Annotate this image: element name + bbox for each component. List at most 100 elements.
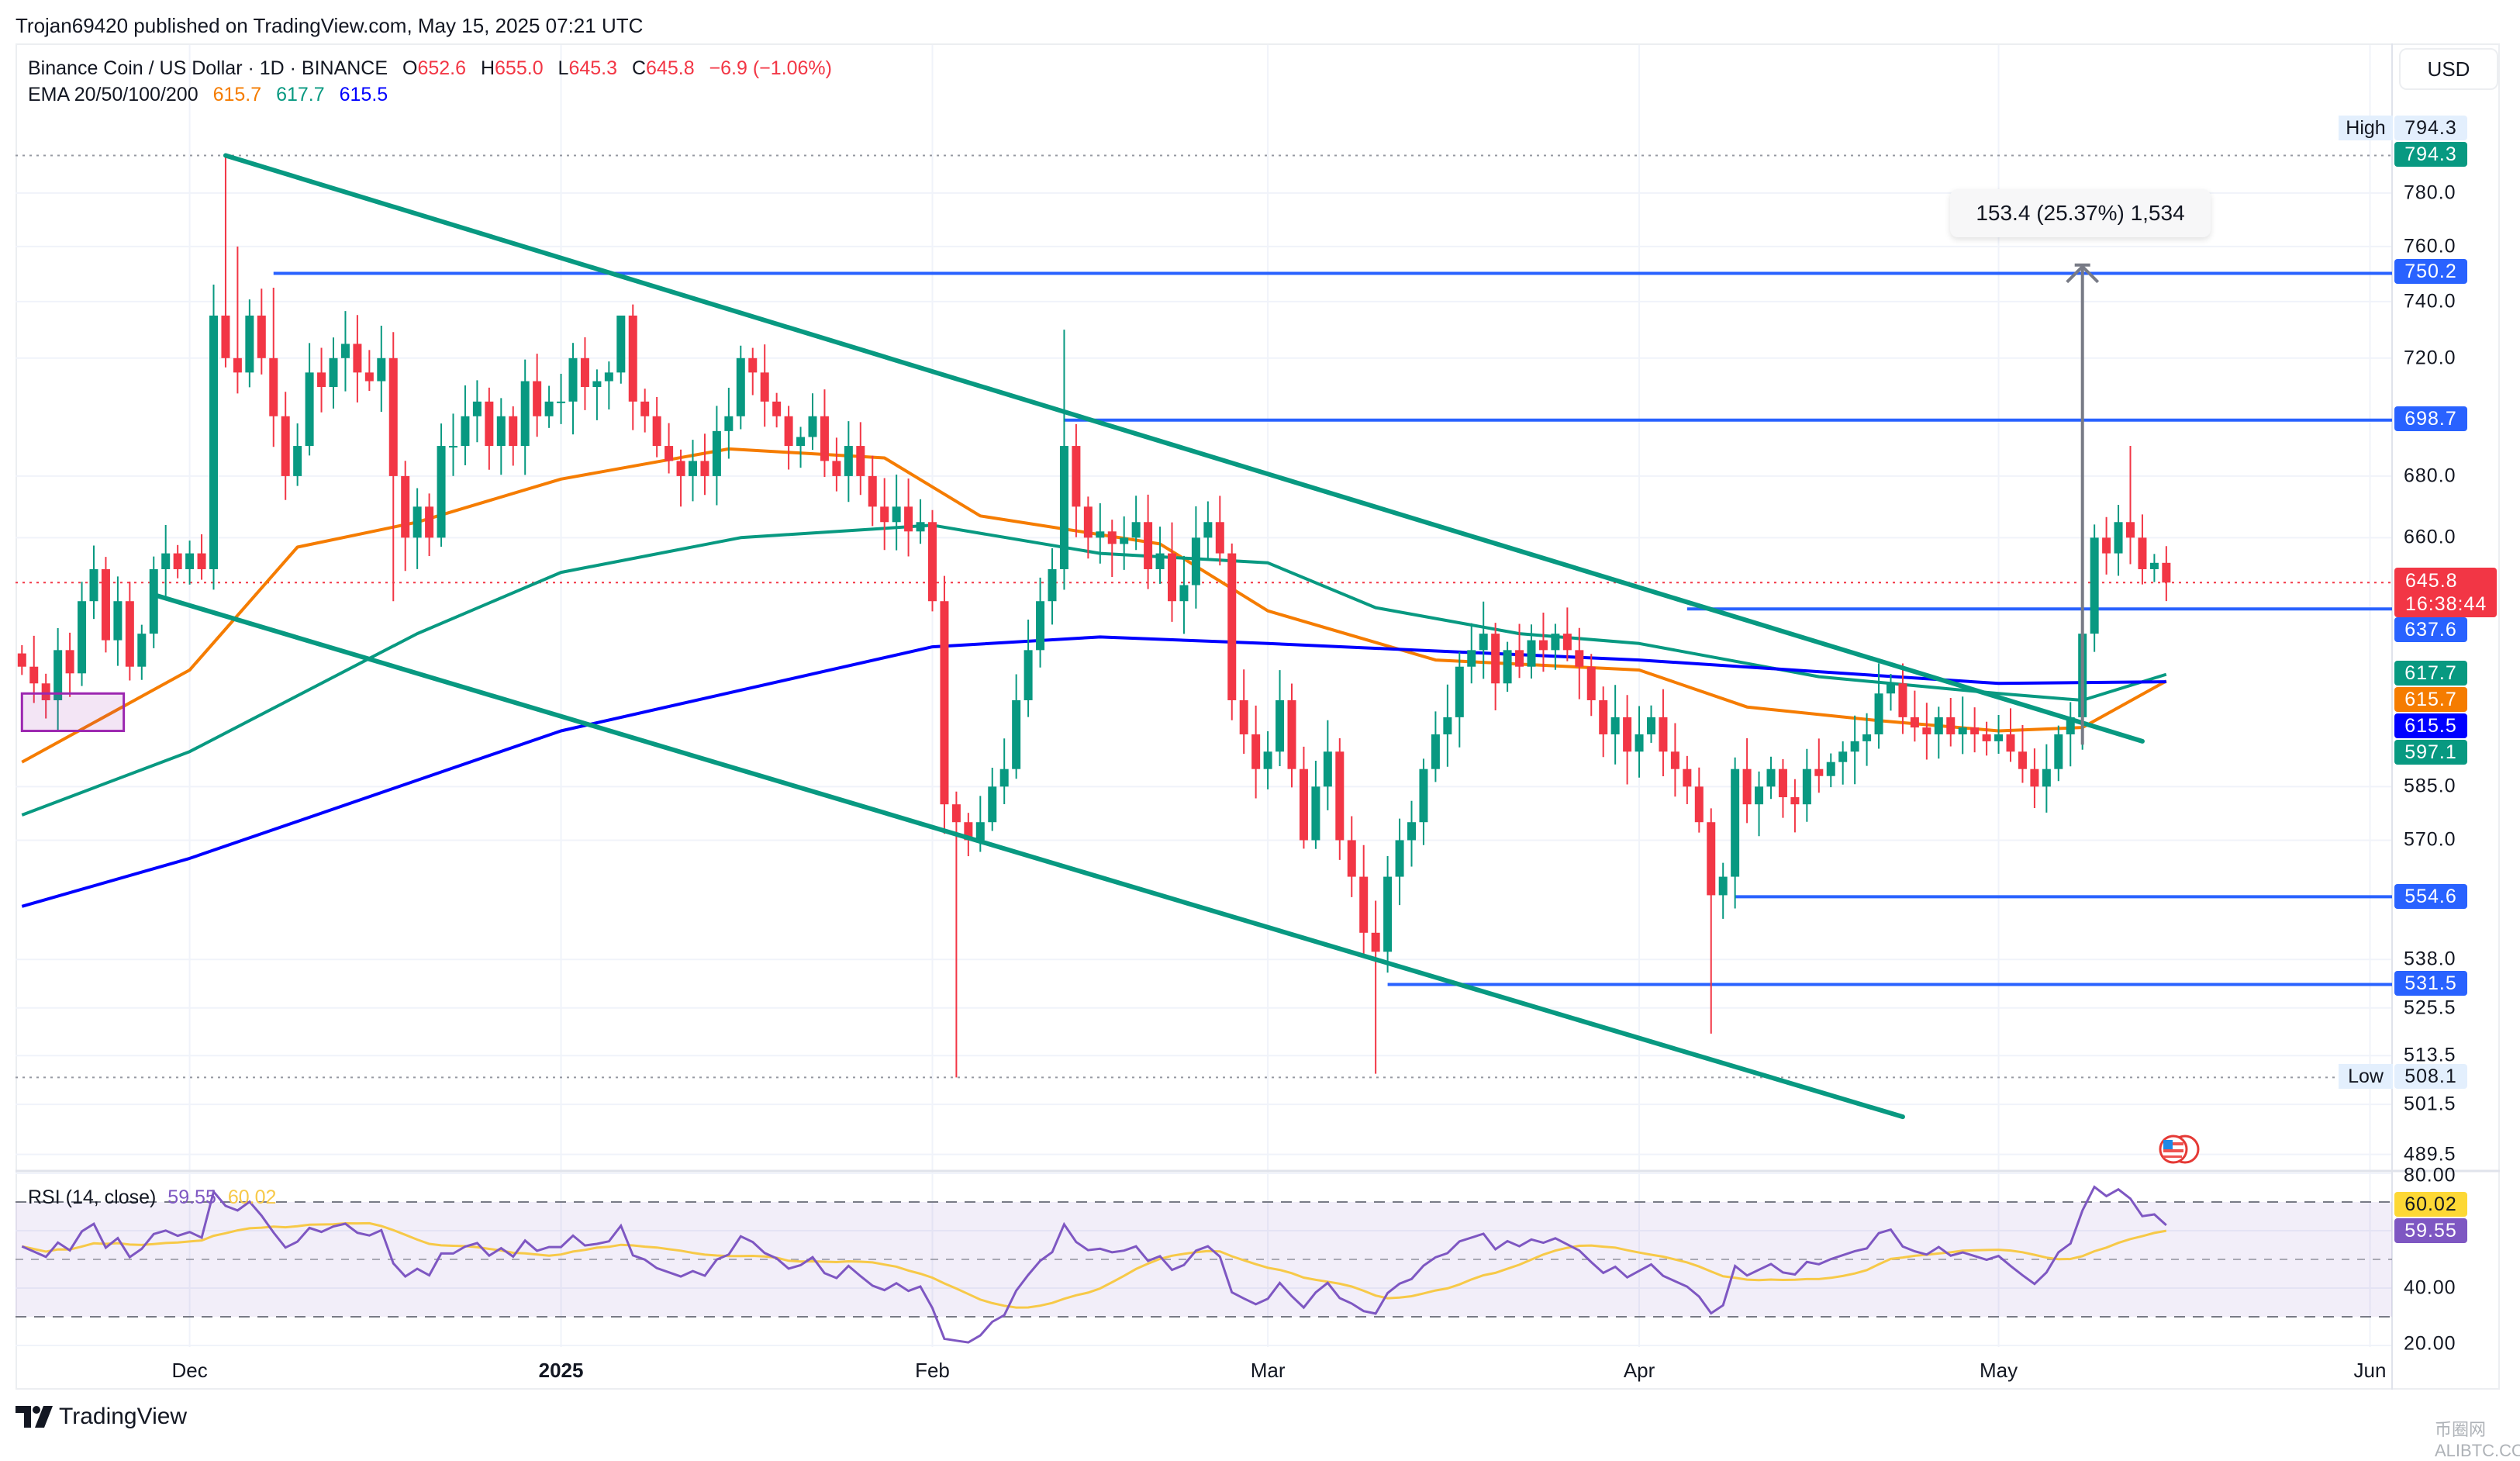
candle-body [1431,734,1440,769]
candles [17,155,2171,1078]
ema-orange-tag: 615.7 [2394,687,2467,712]
candle-body [2054,734,2063,769]
rsi-legend[interactable]: RSI (14, close) 59.55 60.02 [28,1186,276,1209]
candle-body [676,461,685,476]
candle-body [485,401,494,447]
tradingview-logo[interactable]: TradingView [16,1404,187,1430]
ema-label: EMA 20/50/100/200 [28,84,198,105]
watermark: 币圈网 ALIBTC.COM [2435,1420,2520,1460]
candle-body [1215,522,1224,554]
candle-body [293,446,302,476]
candle-body [964,822,973,841]
open-label: O [402,57,418,79]
candle-body [1179,585,1189,602]
level-tag-531: 531.5 [2394,971,2467,996]
time-label: Apr [1623,1359,1655,1382]
candle-body [425,506,434,538]
candle-body [401,475,410,538]
candle-body [1742,768,1752,805]
time-label: Dec [171,1359,208,1382]
candle-body [54,650,63,700]
candle-body [1874,693,1883,734]
candle-body [1515,650,1524,667]
candle-body [1491,634,1500,684]
last-price-tag: 645.8 16:38:44 [2394,568,2497,617]
trendline-upper [223,153,2145,744]
price-tick: 760.0 [2404,235,2456,257]
candle-body [1731,768,1740,877]
candle-body [1790,797,1800,805]
candle-body [317,372,326,388]
candle-body [1203,522,1213,538]
candle-body [689,461,697,476]
ema-line [21,635,2166,908]
candle-body [1407,822,1416,841]
brand-name: TradingView [59,1404,188,1429]
grid [16,43,2500,1390]
candle-body [149,568,158,634]
candle-body [461,416,470,447]
candle-body [1263,751,1272,769]
candle-body [640,401,650,416]
candle-body [1562,634,1572,651]
time-label: Jun [2353,1359,2387,1382]
candle-body [1168,553,1176,602]
candle-body [1599,699,1608,734]
candle-body [1575,650,1584,667]
candle-body [1287,699,1296,769]
candle-body [173,553,182,569]
green-price-tag: 597.1 [2394,740,2467,765]
candle-body [1107,531,1117,544]
candle-body [364,372,374,382]
symbol-legend[interactable]: Binance Coin / US Dollar · 1D · BINANCE … [28,57,832,80]
chart-frame [16,43,2500,1390]
candle-body [1191,537,1200,585]
candle-body [784,416,793,447]
low-label: L [558,57,569,79]
candle-body [892,506,901,523]
candle-body [844,446,853,476]
candle-body [820,416,829,461]
rsi-value: 59.55 [167,1186,216,1208]
ema-value-orange: 615.7 [212,84,262,105]
low-label: Low [2339,1064,2393,1089]
currency-button[interactable]: USD [2399,48,2498,90]
candle-body [1048,568,1057,602]
rsi-ma-line [21,1221,2167,1309]
candle-body [520,381,530,447]
price-tick: 501.5 [2404,1093,2456,1115]
us-flag-events-icon[interactable] [2157,1133,2201,1166]
candle-body [1479,634,1488,651]
candle-body [1994,734,2004,741]
candle-body [628,315,637,402]
candle-body [281,416,290,476]
rsi-band [16,1202,2392,1317]
candle-body [1036,601,1045,651]
candle-body [1120,537,1129,544]
candle-body [377,357,386,382]
horizontal-levels [16,154,2392,1079]
time-label: Feb [915,1359,950,1382]
candle-body [1311,786,1320,841]
candle-body [951,804,961,823]
candle-body [1335,751,1345,841]
candle-body [796,437,806,447]
candle-body [1551,634,1560,651]
candle-body [449,446,457,448]
candle-body [1586,666,1596,700]
price-tick: 525.5 [2404,996,2456,1019]
candle-body [1659,717,1668,752]
candle-body [748,357,758,373]
candle-body [1227,553,1237,700]
candle-body [1155,553,1165,569]
ema-legend[interactable]: EMA 20/50/100/200 615.7 617.7 615.5 [28,84,388,106]
measure-label[interactable]: 153.4 (25.37%) 1,534 [1950,189,2211,237]
ema-lines [21,447,2167,908]
candle-body [1635,734,1644,752]
candle-body [496,416,506,447]
candle-body [700,461,709,476]
candle-body [1814,768,1824,776]
candle-body [1898,683,1907,717]
candle-body [1850,741,1859,752]
